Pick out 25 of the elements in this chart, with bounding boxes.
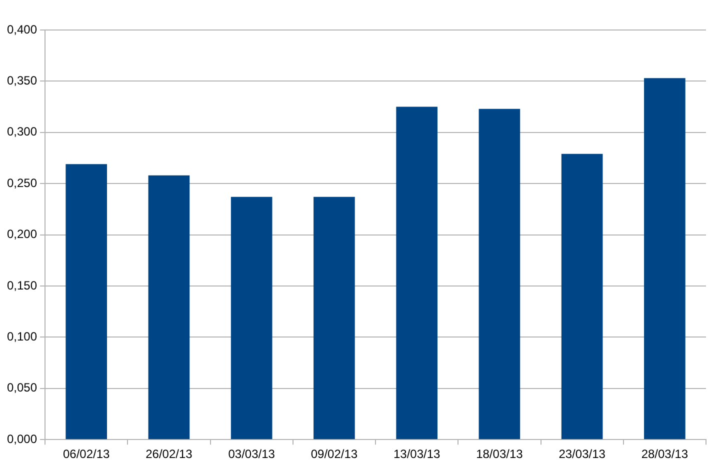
bar — [230, 196, 272, 440]
bar — [396, 106, 438, 440]
x-tick-label: 18/03/13 — [476, 447, 524, 462]
y-tick-label: 0,350 — [7, 74, 38, 88]
bar — [66, 164, 107, 440]
y-tick-label: 0,200 — [7, 227, 38, 242]
x-tick-label: 09/02/13 — [310, 447, 358, 462]
y-tick-label: 0,400 — [7, 22, 38, 36]
x-tick-label: 26/02/13 — [146, 447, 193, 462]
bar — [478, 108, 520, 440]
y-tick-label: 0,100 — [7, 330, 38, 344]
bar — [644, 78, 686, 440]
bar — [561, 154, 603, 440]
x-tick-label: 03/03/13 — [228, 447, 276, 462]
x-tick-label: 13/03/13 — [393, 447, 441, 462]
bar — [314, 196, 355, 440]
y-tick-label: 0,250 — [7, 176, 38, 190]
y-tick-label: 0,150 — [7, 278, 38, 292]
x-tick-label: 28/03/13 — [641, 447, 688, 462]
y-tick-label: 0,000 — [7, 432, 38, 446]
y-tick-label: 0,300 — [7, 124, 38, 139]
x-tick-label: 23/03/13 — [558, 447, 606, 462]
bar — [148, 175, 190, 440]
y-tick-label: 0,050 — [7, 380, 38, 395]
x-tick-label: 06/02/13 — [62, 447, 110, 462]
